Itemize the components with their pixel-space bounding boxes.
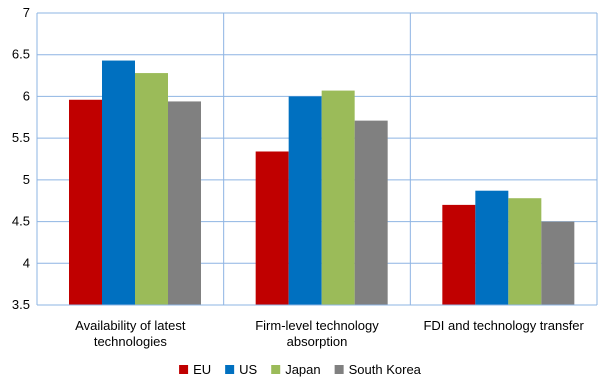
legend: EU US Japan South Korea: [179, 362, 422, 377]
legend-label-japan: Japan: [285, 362, 320, 377]
x-category-label: Firm-level technology absorption: [255, 318, 379, 349]
axes: [36, 13, 597, 306]
y-axis-ticks: 3.5 4 4.5 5 5.5 6 6.5 7: [12, 5, 30, 312]
legend-swatch-south-korea: [334, 365, 344, 374]
legend-swatch-eu: [179, 365, 189, 374]
bar-japan: [135, 73, 168, 305]
y-tick-label: 5.5: [12, 130, 30, 145]
bar-south-korea: [354, 120, 388, 305]
y-tick-label: 4: [23, 255, 30, 270]
bar-japan: [321, 90, 355, 306]
bar-us: [288, 96, 322, 305]
legend-swatch-us: [225, 365, 235, 374]
y-tick-label: 7: [23, 5, 30, 20]
bar-eu: [255, 151, 289, 305]
x-axis-labels: Availability of latest technologies Firm-l…: [75, 318, 584, 349]
bars: [69, 60, 575, 306]
bar-us: [475, 190, 509, 305]
y-tick-label: 5: [23, 172, 30, 187]
y-tick-label: 6: [23, 88, 30, 103]
legend-label-us: US: [239, 362, 257, 377]
legend-label-eu: EU: [193, 362, 211, 377]
bar-us: [102, 60, 135, 305]
x-category-label: FDI and technology transfer: [423, 318, 584, 333]
x-category-label: Availability of latest technologies: [75, 318, 186, 349]
bar-japan: [508, 198, 542, 305]
bar-south-korea: [168, 101, 201, 305]
legend-label-south-korea: South Korea: [349, 362, 422, 377]
bar-eu: [69, 99, 102, 305]
y-tick-label: 4.5: [12, 214, 30, 229]
bar-eu: [442, 204, 476, 305]
y-tick-label: 3.5: [12, 297, 30, 312]
y-tick-label: 6.5: [12, 47, 30, 62]
bar-south-korea: [541, 221, 575, 305]
legend-swatch-japan: [271, 365, 281, 374]
